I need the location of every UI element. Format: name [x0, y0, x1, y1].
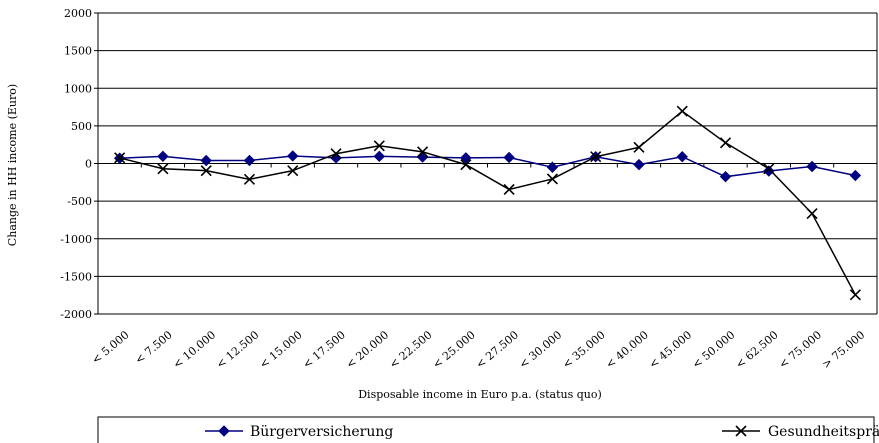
x-tick-labels: < 5.000 < 7.500< 10.000< 12.500< 15.000< … — [89, 328, 867, 371]
data-point — [503, 183, 515, 196]
x-tick-label: < 12.500 — [214, 328, 262, 371]
data-point — [806, 160, 818, 173]
data-point — [330, 148, 342, 160]
data-point — [763, 165, 775, 177]
y-axis-title: Change in HH income (Euro) — [6, 84, 19, 246]
x-tick-label: < 30.000 — [517, 328, 565, 371]
data-point — [719, 170, 732, 183]
data-point — [676, 105, 688, 117]
x-tick-label: < 50.000 — [690, 328, 738, 371]
series-line — [119, 110, 857, 296]
y-tick-label: 1500 — [64, 45, 92, 58]
y-tick-label: -1500 — [60, 270, 92, 283]
data-point — [633, 158, 645, 171]
x-tick-label: < 75.000 — [776, 328, 824, 371]
legend-label: Gesundheitsprämie — [768, 424, 879, 440]
y-tick-label: 1000 — [64, 82, 92, 95]
data-point — [460, 152, 472, 164]
data-point — [157, 163, 169, 175]
x-axis-title: Disposable income in Euro p.a. (status q… — [358, 388, 602, 401]
data-point — [373, 140, 385, 152]
y-tick-label: -1000 — [60, 233, 92, 246]
legend: Bürgerversicherung Gesundheitsprämie — [97, 416, 879, 443]
data-point — [417, 146, 429, 158]
data-point — [157, 150, 169, 163]
y-tick-label: 500 — [71, 120, 92, 133]
x-tick-label: < 40.000 — [603, 328, 651, 371]
data-point — [200, 165, 212, 177]
data-point — [218, 425, 230, 437]
data-point — [546, 161, 559, 173]
data-point — [200, 154, 212, 167]
x-tick-label: < 5.000 — [89, 328, 131, 366]
data-point — [114, 152, 126, 164]
x-tick-label: < 22.500 — [387, 328, 435, 371]
x-tick-label: < 20.000 — [344, 328, 392, 371]
x-tick-label: < 35.000 — [560, 328, 608, 371]
x-tick-label: < 27.500 — [473, 328, 521, 371]
x-tick-label: < 7.500 — [133, 328, 175, 366]
y-tick-labels: 2000 1500 1000 500 0 -500 -1000 -1500 -2000 — [60, 7, 92, 321]
x-tick-label: < 10.000 — [171, 328, 219, 371]
x-tick-label: < 15.000 — [257, 328, 305, 371]
data-point — [676, 151, 688, 163]
data-point — [373, 150, 386, 163]
data-point — [849, 169, 862, 182]
data-point — [460, 159, 472, 171]
data-point — [287, 165, 299, 177]
y-tick-label: -500 — [67, 195, 92, 208]
x-tick-label: < 62.500 — [733, 328, 781, 371]
data-point — [287, 150, 299, 162]
y-tick-label: -2000 — [60, 308, 92, 321]
x-tick-label: > 75.000 — [820, 328, 868, 371]
axes — [94, 12, 878, 315]
data-point — [590, 151, 602, 163]
data-point — [243, 173, 256, 185]
series-line — [119, 155, 856, 178]
data-point — [719, 137, 732, 149]
data-point — [546, 173, 558, 185]
legend-label: Bürgerversicherung — [250, 424, 393, 440]
legend-box — [97, 416, 875, 443]
y-tick-label: 0 — [85, 158, 92, 171]
data-point — [806, 207, 818, 220]
data-point — [503, 151, 515, 164]
data-point — [633, 141, 645, 153]
x-tick-label: < 45.000 — [647, 328, 695, 371]
x-tick-label: < 17.500 — [300, 328, 348, 371]
series-lines — [113, 105, 862, 301]
y-tick-label: 2000 — [64, 7, 92, 20]
data-point — [849, 289, 861, 301]
data-point — [763, 163, 775, 175]
data-point — [243, 154, 256, 167]
data-point — [735, 425, 747, 437]
x-tick-label: < 25.000 — [430, 328, 478, 371]
